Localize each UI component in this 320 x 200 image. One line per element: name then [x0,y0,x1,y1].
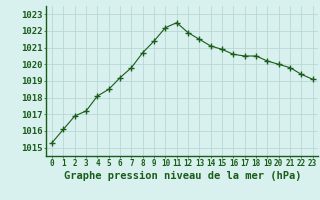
X-axis label: Graphe pression niveau de la mer (hPa): Graphe pression niveau de la mer (hPa) [64,171,301,181]
